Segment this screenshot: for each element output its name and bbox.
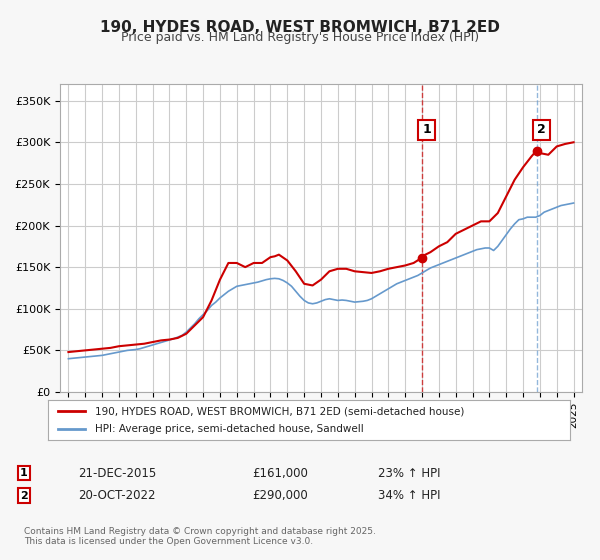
Text: Price paid vs. HM Land Registry's House Price Index (HPI): Price paid vs. HM Land Registry's House … (121, 31, 479, 44)
Text: 2: 2 (537, 123, 546, 136)
Text: 20-OCT-2022: 20-OCT-2022 (78, 489, 155, 502)
Text: £161,000: £161,000 (252, 466, 308, 480)
Text: HPI: Average price, semi-detached house, Sandwell: HPI: Average price, semi-detached house,… (95, 423, 364, 433)
Text: Contains HM Land Registry data © Crown copyright and database right 2025.
This d: Contains HM Land Registry data © Crown c… (24, 526, 376, 546)
Text: 1: 1 (422, 123, 431, 136)
Text: 190, HYDES ROAD, WEST BROMWICH, B71 2ED: 190, HYDES ROAD, WEST BROMWICH, B71 2ED (100, 20, 500, 35)
Text: £290,000: £290,000 (252, 489, 308, 502)
Text: 23% ↑ HPI: 23% ↑ HPI (378, 466, 440, 480)
Text: 2: 2 (20, 491, 28, 501)
Text: 21-DEC-2015: 21-DEC-2015 (78, 466, 156, 480)
Text: 34% ↑ HPI: 34% ↑ HPI (378, 489, 440, 502)
Text: 190, HYDES ROAD, WEST BROMWICH, B71 2ED (semi-detached house): 190, HYDES ROAD, WEST BROMWICH, B71 2ED … (95, 407, 464, 417)
Text: 1: 1 (20, 468, 28, 478)
